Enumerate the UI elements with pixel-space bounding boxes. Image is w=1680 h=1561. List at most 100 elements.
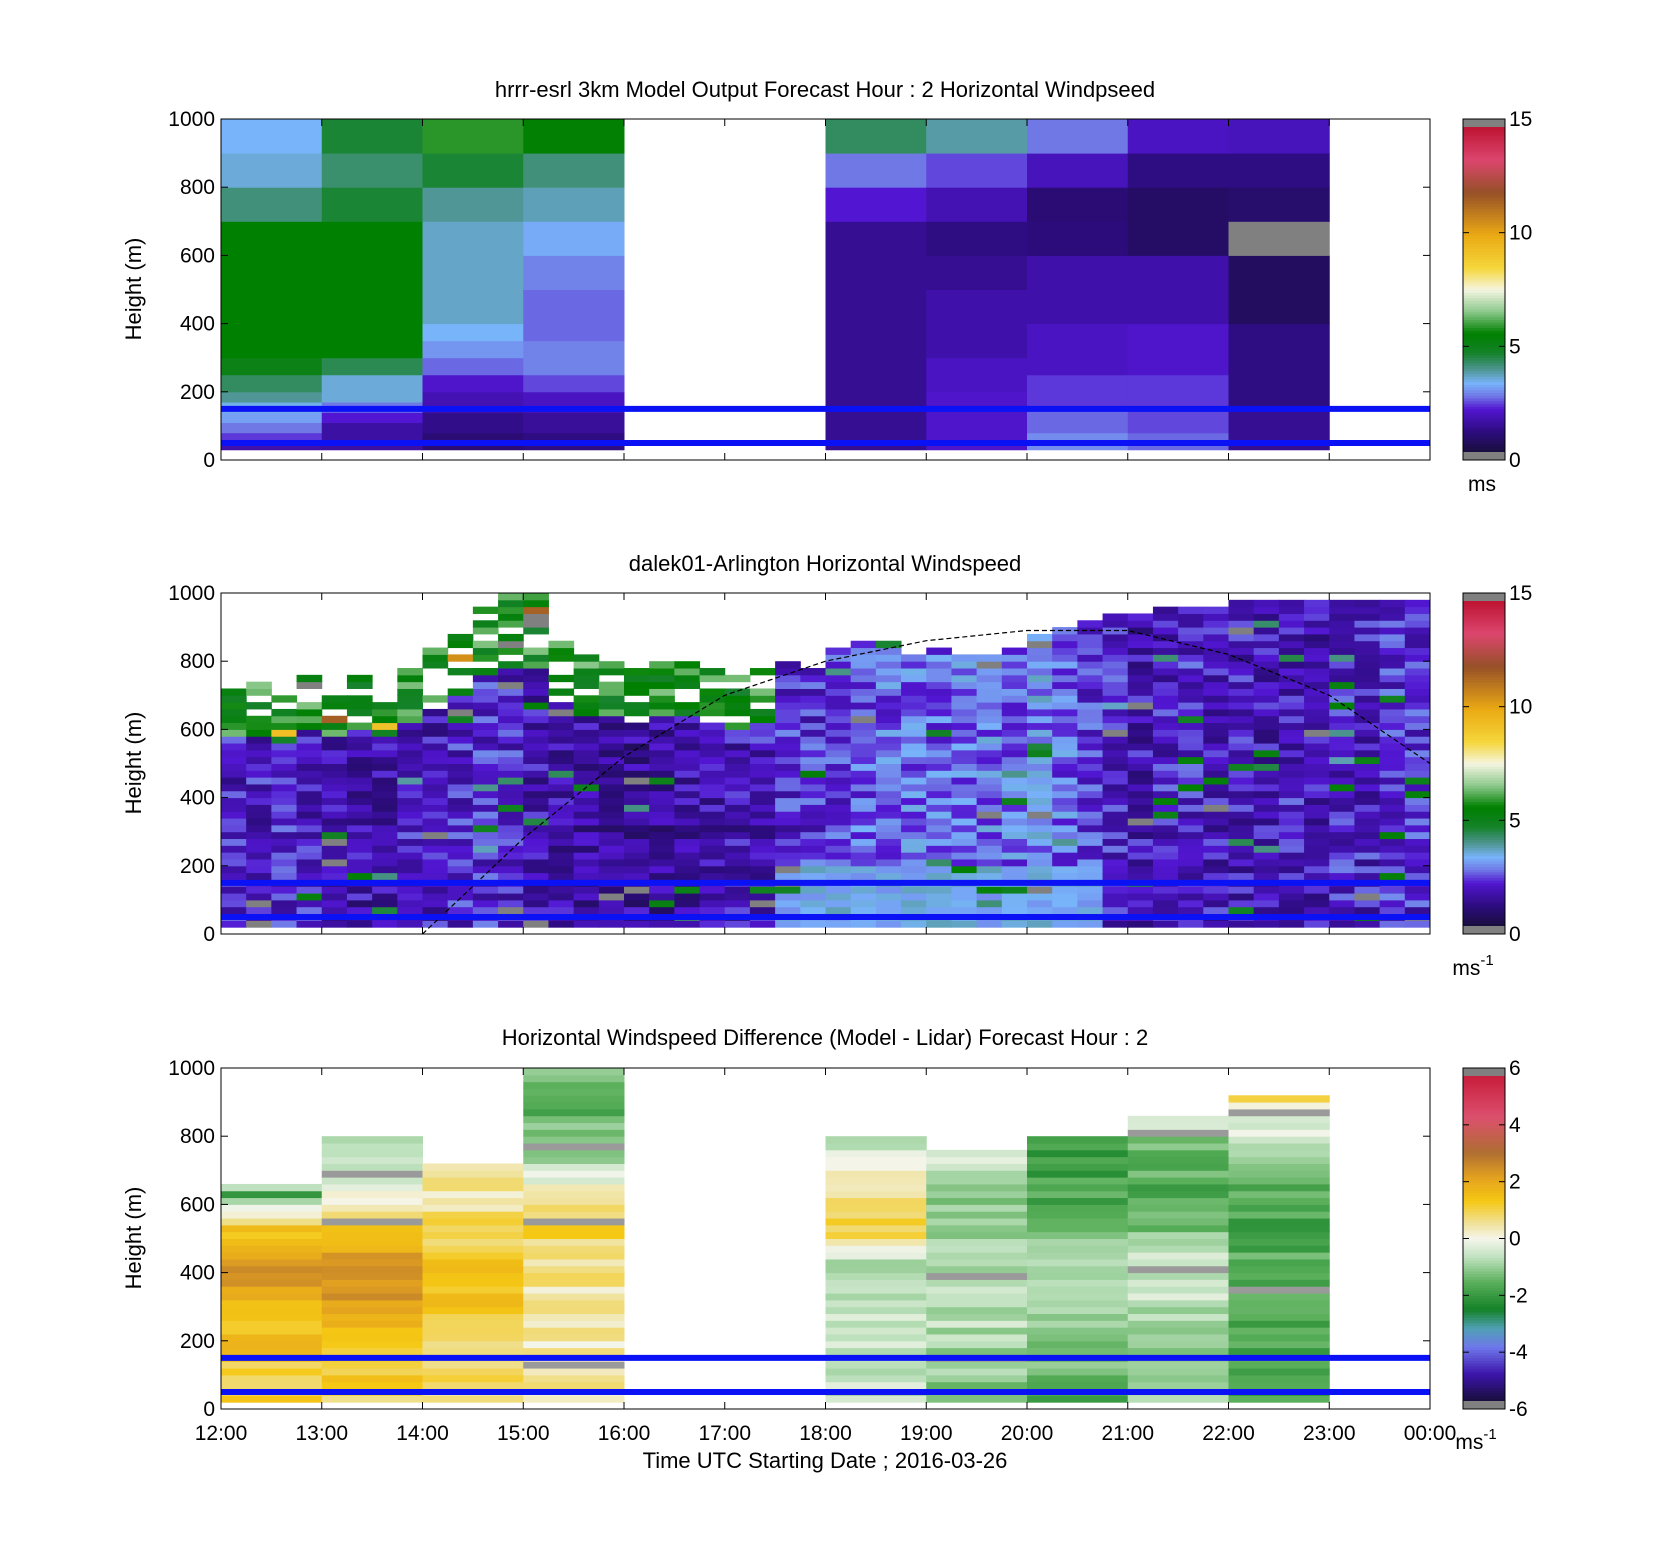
- colorbar-swatch: [1463, 660, 1505, 664]
- lidar-cell: [523, 838, 549, 846]
- model-cell: [523, 153, 625, 188]
- difference-cell: [321, 1293, 423, 1301]
- lidar-cell: [472, 708, 499, 717]
- difference-cell: [1228, 1299, 1330, 1308]
- lidar-cell: [1304, 770, 1330, 778]
- colorbar-swatch: [1463, 1295, 1505, 1299]
- lidar-cell: [901, 804, 927, 812]
- lidar-cell: [800, 749, 826, 758]
- lidar-cell: [775, 695, 801, 703]
- model-cell: [1228, 323, 1330, 410]
- lidar-cell: [926, 865, 952, 874]
- lidar-cell: [724, 845, 751, 853]
- lidar-cell: [926, 886, 952, 894]
- lidar-cell: [1052, 824, 1078, 833]
- lidar-cell: [800, 797, 826, 805]
- lidar-cell: [850, 831, 877, 840]
- lidar-cell: [296, 743, 323, 751]
- lidar-cell: [976, 736, 1003, 744]
- lidar-cell: [1052, 743, 1078, 751]
- lidar-cell: [775, 708, 801, 717]
- colorbar-swatch: [1463, 365, 1505, 369]
- difference-cell: [1127, 1156, 1229, 1164]
- lidar-cell: [1203, 920, 1229, 928]
- lidar-cell: [1152, 695, 1179, 703]
- lidar-cell: [1404, 865, 1430, 874]
- lidar-cell: [498, 756, 524, 764]
- lidar-cell: [1253, 736, 1280, 744]
- lidar-cell: [422, 743, 449, 751]
- lidar-cell: [221, 852, 247, 860]
- colorbar-swatch: [1463, 1119, 1505, 1123]
- lidar-cell: [1404, 640, 1430, 649]
- colorbar-swatch: [1463, 839, 1505, 843]
- difference-cell: [1027, 1333, 1129, 1342]
- lidar-cell: [775, 756, 801, 764]
- lidar-cell: [573, 729, 600, 737]
- lidar-cell: [724, 777, 751, 785]
- lidar-cell: [548, 736, 575, 744]
- lidar-cell: [573, 668, 600, 676]
- lidar-cell: [875, 756, 902, 764]
- colorbar-swatch: [1463, 1382, 1505, 1386]
- lidar-cell: [976, 715, 1003, 724]
- lidar-cell: [271, 790, 298, 799]
- lidar-cell: [296, 749, 323, 758]
- lidar-cell: [1077, 620, 1104, 628]
- lidar-cell: [472, 647, 499, 655]
- lidar-cell: [1404, 906, 1430, 915]
- lidar-cell: [573, 824, 600, 833]
- lidar-cell: [1329, 654, 1355, 662]
- lidar-cell: [523, 818, 549, 826]
- lidar-cell: [850, 749, 877, 758]
- lidar-cell: [1052, 783, 1078, 792]
- lidar-cell: [1354, 852, 1381, 860]
- difference-cell: [422, 1279, 524, 1287]
- model-cell: [926, 289, 1028, 359]
- difference-cell: [926, 1224, 1028, 1233]
- lidar-cell: [472, 824, 499, 833]
- lidar-cell: [221, 749, 247, 758]
- colorbar-frame: [1462, 592, 1506, 935]
- difference-cell: [825, 1218, 927, 1226]
- lidar-cell: [1253, 770, 1280, 778]
- lidar-cell: [850, 661, 877, 669]
- lidar-cell: [1077, 920, 1104, 928]
- lidar-cell: [573, 858, 600, 867]
- colorbar-swatch: [1463, 1222, 1505, 1226]
- y-tick-label: 800: [180, 1125, 215, 1148]
- lidar-cell: [976, 804, 1003, 812]
- lidar-cell: [598, 831, 625, 840]
- difference-cell: [422, 1327, 524, 1335]
- lidar-cell: [1304, 886, 1330, 894]
- colorbar-swatch: [1463, 749, 1505, 754]
- lidar-cell: [422, 749, 449, 758]
- lidar-cell: [1203, 654, 1229, 662]
- lidar-cell: [825, 702, 852, 710]
- colorbar-swatch: [1463, 376, 1505, 380]
- lidar-cell: [800, 886, 826, 894]
- lidar-cell: [850, 702, 877, 710]
- lidar-cell: [573, 749, 600, 758]
- lidar-cell: [724, 893, 751, 901]
- lidar-cell: [875, 749, 902, 758]
- lidar-cell: [523, 858, 549, 867]
- lidar-cell: [523, 674, 549, 683]
- lidar-cell: [447, 872, 474, 880]
- model-cell: [926, 357, 1028, 393]
- difference-cell: [1228, 1102, 1330, 1110]
- lidar-cell: [1001, 831, 1028, 840]
- lidar-cell: [573, 661, 600, 669]
- lidar-cell: [1228, 620, 1255, 628]
- lidar-cell: [1379, 729, 1406, 737]
- difference-cell: [825, 1374, 927, 1383]
- lidar-cell: [523, 831, 549, 840]
- difference-cell: [926, 1245, 1028, 1253]
- difference-cell: [1027, 1347, 1129, 1355]
- lidar-cell: [875, 715, 902, 724]
- colorbar-swatch: [1463, 202, 1505, 207]
- lidar-cell: [271, 920, 298, 928]
- difference-cell: [321, 1320, 423, 1328]
- colorbar-swatch: [1463, 1262, 1505, 1267]
- difference-cell: [221, 1299, 323, 1308]
